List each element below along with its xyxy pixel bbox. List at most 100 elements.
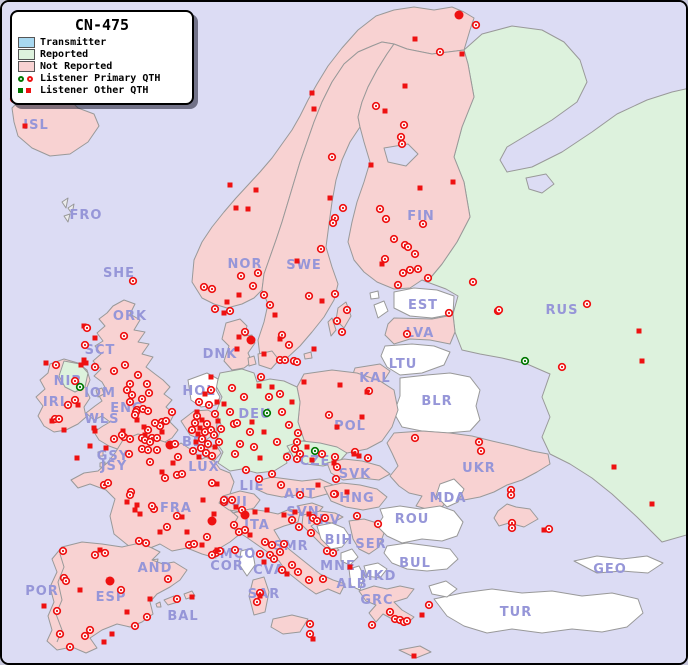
listener-primary-not-reported-ring [474,437,484,447]
listener-other-not-reported-square [382,108,388,114]
listener-primary-not-reported-ring [160,473,170,483]
listener-other-not-reported-square [124,499,130,505]
other-qth-icons [18,88,35,93]
listener-primary-not-reported-ring [122,385,132,395]
listener-primary-not-reported-ring [385,607,395,617]
country-dnk-bornholm [303,351,313,360]
listener-other-not-reported-square [412,36,418,42]
listener-primary-not-reported-ring [143,445,153,455]
listener-other-not-reported-square [261,559,267,565]
listener-primary-not-reported-ring [210,409,220,419]
listener-primary-not-reported-ring [117,430,127,440]
listener-primary-not-reported-ring [396,132,406,142]
country-label-iom: IOM [84,386,116,401]
listener-primary-not-reported-ring [125,434,135,444]
listener-primary-not-reported-ring [235,439,245,449]
listener-other-not-reported-square [253,187,259,193]
listener-other-not-reported-square [306,511,312,517]
listener-other-not-reported-square [256,383,262,389]
listener-primary-not-reported-ring [293,567,303,577]
listener-other-not-reported-square [337,382,343,388]
listener-primary-not-reported-ring [80,631,90,641]
other-qth-red-square-icon [26,88,31,93]
listener-primary-not-reported-ring [468,277,478,287]
listener-other-not-reported-square [179,514,185,520]
listener-primary-not-reported-ring [109,366,119,376]
listener-other-not-reported-square [344,489,350,495]
listener-primary-not-reported-ring [318,574,328,584]
listener-cluster-dot [454,10,464,20]
listener-primary-not-reported-ring [544,524,554,534]
listener-primary-not-reported-ring [119,331,129,341]
listener-other-not-reported-square [134,417,140,423]
country-label-fin: FIN [407,209,435,224]
listener-primary-not-reported-ring [277,565,287,575]
listener-other-not-reported-square [249,419,255,425]
country-geo [573,555,664,574]
listener-primary-not-reported-ring [109,434,119,444]
listener-primary-not-reported-ring [352,511,362,521]
listener-primary-not-reported-ring [167,407,177,417]
country-iom [95,387,105,398]
listener-primary-not-reported-ring [204,400,214,410]
listener-other-not-reported-square [97,547,103,553]
country-gsy [97,450,104,457]
listener-primary-not-reported-ring [398,268,408,278]
country-label-lux: LUX [188,460,219,475]
listener-primary-not-reported-ring [51,360,61,370]
listener-primary-not-reported-ring [85,625,95,635]
listener-other-not-reported-square [347,564,353,570]
listener-primary-not-reported-ring [393,280,403,290]
listener-primary-not-reported-ring [52,606,62,616]
listener-primary-not-reported-ring [216,424,226,434]
legend: CN-475 Transmitter Reported Not Reported… [10,10,194,105]
listener-other-not-reported-square [459,51,465,57]
country-label-bih: BIH [325,533,354,548]
country-label-geo: GEO [593,562,627,577]
listener-other-not-reported-square [284,571,290,577]
listener-other-not-reported-square [257,455,263,461]
listener-other-not-reported-square [49,418,55,424]
listener-primary-not-reported-ring [284,340,294,350]
listener-other-not-reported-square [356,453,362,459]
listener-primary-not-reported-ring [399,120,409,130]
listener-other-not-reported-square [101,639,107,645]
listener-primary-not-reported-ring [70,395,80,405]
listener-other-not-reported-square [142,432,148,438]
listener-other-not-reported-square [137,511,143,517]
primary-qth-label: Listener Primary QTH [40,73,161,84]
listener-other-not-reported-square [309,457,315,463]
listener-primary-not-reported-ring [329,489,339,499]
listener-primary-not-reported-ring [423,273,433,283]
country-label-svk: SVK [339,467,372,482]
listener-other-not-reported-square [159,469,165,475]
listener-primary-not-reported-ring [363,453,373,463]
listener-primary-not-reported-ring [279,539,289,549]
listener-primary-not-reported-ring [128,276,138,286]
listener-other-not-reported-square [304,444,310,450]
listener-primary-not-reported-ring [254,474,264,484]
country-bul [383,542,459,572]
listener-primary-not-reported-ring [264,392,274,402]
country-label-cva: CVA [253,563,285,578]
reported-swatch-icon [18,49,35,60]
listener-primary-not-reported-ring [331,474,341,484]
listener-primary-not-reported-ring [397,139,407,149]
listener-primary-not-reported-ring [143,406,153,416]
listener-other-not-reported-square [334,424,340,430]
listener-primary-not-reported-ring [203,439,213,449]
listener-primary-not-reported-ring [276,480,286,490]
listener-other-not-reported-square [134,502,140,508]
country-label-isl: ISL [23,118,48,133]
listener-other-not-reported-square [212,444,218,450]
listener-primary-not-reported-ring [294,522,304,532]
listener-primary-not-reported-ring [582,299,592,309]
listener-other-not-reported-square [87,443,93,449]
listener-other-not-reported-square [351,451,357,457]
listener-primary-not-reported-ring [375,204,385,214]
listener-primary-not-reported-ring [253,268,263,278]
listener-other-not-reported-square [124,609,130,615]
listener-primary-not-reported-ring [373,519,383,529]
listener-primary-not-reported-ring [267,469,277,479]
